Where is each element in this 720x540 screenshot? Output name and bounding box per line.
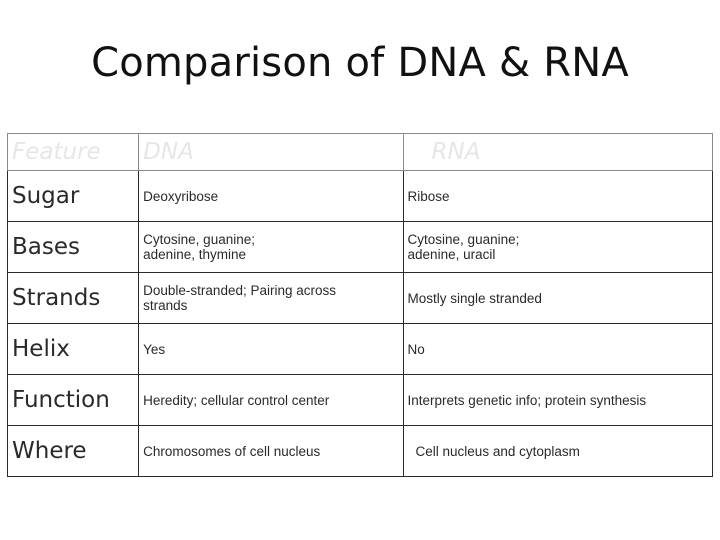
cell-line: adenine, thymine [143,247,246,262]
cell-line: Mostly single stranded [407,290,542,306]
feature-cell: Strands [6,272,140,324]
table-row: Bases Cytosine, guanine; adenine, thymin… [6,221,714,273]
cell-line: Yes [143,341,166,357]
header-cell-feature: Feature [6,133,140,171]
feature-cell: Bases [6,221,140,273]
rna-cell: Cytosine, guanine; adenine, uracil [402,221,714,273]
rna-cell: Ribose [402,170,714,222]
comparison-table: Feature DNA RNA Sugar Deoxyribose Ribose… [6,133,714,477]
cell-line: Interprets genetic info; protein synthes… [407,392,647,408]
dna-cell: Cytosine, guanine; adenine, thymine [138,221,404,273]
header-cell-rna: RNA [402,133,714,171]
table-header-row: Feature DNA RNA [6,133,714,171]
dna-cell: Chromosomes of cell nucleus [138,425,404,477]
rna-cell: Interprets genetic info; protein synthes… [402,374,714,426]
table-row: Helix Yes No [6,323,714,375]
header-label: Feature [12,139,101,165]
dna-cell: Double-stranded; Pairing across strands [138,272,404,324]
feature-cell: Function [6,374,140,426]
cell-line: No [407,341,425,357]
cell-line: Cell nucleus and cytoplasm [415,443,580,459]
cell-line: Chromosomes of cell nucleus [143,443,321,459]
cell-line: Deoxyribose [143,188,219,204]
cell-line: adenine, uracil [407,247,496,262]
cell-line: Heredity; cellular control center [143,392,330,408]
page-title: Comparison of DNA & RNA [91,40,629,86]
rna-cell: Mostly single stranded [402,272,714,324]
header-label: DNA [143,139,194,165]
cell-line: Double-stranded; Pairing across [143,283,337,298]
rna-cell: No [402,323,714,375]
feature-cell: Sugar [6,170,140,222]
table-row: Sugar Deoxyribose Ribose [6,170,714,222]
table-row: Where Chromosomes of cell nucleus Cell n… [6,425,714,477]
cell-line: Cytosine, guanine; [143,232,255,247]
cell-line: Cytosine, guanine; [407,232,520,247]
cell-line: Ribose [407,188,450,204]
rna-cell: Cell nucleus and cytoplasm [402,425,714,477]
dna-cell: Heredity; cellular control center [138,374,404,426]
dna-cell: Deoxyribose [138,170,404,222]
header-cell-dna: DNA [138,133,404,171]
feature-cell: Where [6,425,140,477]
table-row: Strands Double-stranded; Pairing across … [6,272,714,324]
cell-line: strands [143,298,188,313]
dna-cell: Yes [138,323,404,375]
table-row: Function Heredity; cellular control cent… [6,374,714,426]
header-label: RNA [431,139,481,165]
feature-cell: Helix [6,323,140,375]
